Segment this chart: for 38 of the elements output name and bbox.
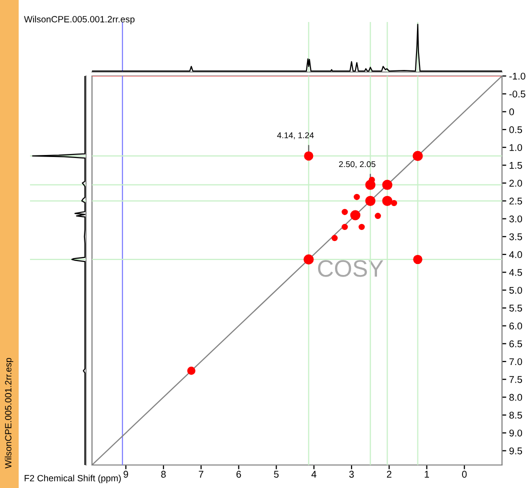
y-tick-label: 2.0	[509, 180, 522, 187]
x-tick-label: 5	[274, 470, 279, 478]
y-tick-label: 9.0	[509, 430, 522, 436]
x-tick-label: 9	[124, 470, 128, 478]
x-tick-label: 6	[236, 470, 241, 478]
y-tick-label: 5.0	[509, 286, 522, 294]
x-tick-label: 2	[386, 470, 392, 478]
y-tick-label: 0	[509, 108, 514, 116]
y-tick-label: 0.5	[509, 126, 522, 134]
y-tick-label: -1.0	[509, 72, 526, 80]
annotation: COSY	[318, 260, 384, 277]
y-tick-label: -0.5	[509, 90, 526, 98]
y-tick-label: 3.5	[509, 233, 522, 240]
y-tick-label: 8.0	[509, 394, 522, 401]
y-tick-label: 8.5	[509, 412, 522, 419]
y-tick-label: 3.0	[509, 215, 522, 222]
y-tick-label: 9.5	[509, 447, 522, 454]
x-axis-title: F2 Chemical Shift (ppm)	[24, 474, 121, 484]
y-tick-label: 7.5	[509, 376, 522, 383]
y-tick-label: 5.5	[509, 304, 522, 312]
y-tick-label: 2.5	[509, 198, 522, 205]
annotation: 4.14, 1.24	[277, 132, 314, 140]
y-tick-label: 6.0	[509, 322, 522, 330]
y-axis-title: WilsonCPE.005.001.2rr.esp	[4, 358, 14, 468]
y-tick-label: 7.0	[509, 358, 522, 366]
y-tick-label: 6.5	[509, 340, 522, 348]
x-tick-label: 4	[311, 470, 316, 478]
y-tick-label: 4.5	[509, 269, 522, 276]
chart-title: WilsonCPE.005.001.2rr.esp	[24, 16, 135, 24]
y-tick-label: 4.0	[509, 251, 522, 258]
x-tick-label: 8	[161, 470, 166, 478]
x-tick-label: 3	[349, 470, 354, 478]
y-tick-label: 1.0	[510, 144, 522, 151]
annotation: 2.50, 2.05	[339, 161, 376, 168]
y-tick-label: 1.5	[510, 162, 522, 169]
x-tick-label: 7	[198, 470, 204, 478]
x-tick-label: 0	[462, 470, 467, 478]
x-tick-label: 1	[424, 470, 429, 478]
